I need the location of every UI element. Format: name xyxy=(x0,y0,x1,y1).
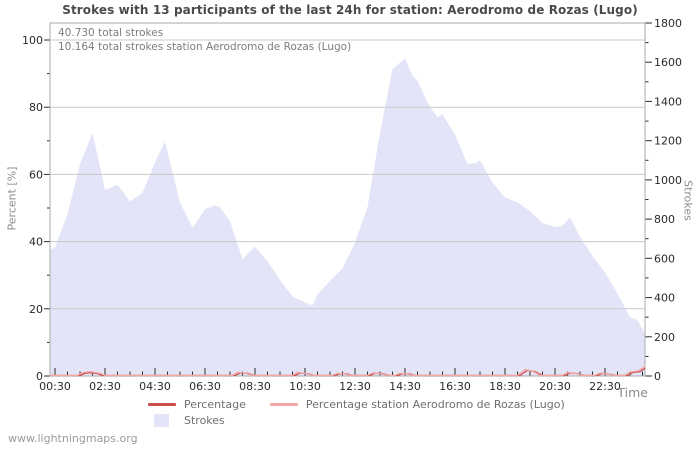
legend-row-1: Percentage Percentage station Aerodromo … xyxy=(148,397,565,412)
watermark: www.lightningmaps.org xyxy=(8,432,138,445)
plot-border xyxy=(49,22,646,377)
svg-text:1200: 1200 xyxy=(654,135,682,148)
x-axis-label: Time xyxy=(617,385,648,400)
svg-text:04:30: 04:30 xyxy=(139,380,171,393)
svg-text:1000: 1000 xyxy=(654,174,682,187)
legend: Percentage Percentage station Aerodromo … xyxy=(148,397,565,428)
svg-text:00:30: 00:30 xyxy=(39,380,71,393)
total-strokes-line: 40.730 total strokes xyxy=(58,27,164,39)
svg-text:08:30: 08:30 xyxy=(239,380,271,393)
y-axis-left-label: Percent [%] xyxy=(5,166,19,231)
percentage-station-line-swatch xyxy=(269,403,298,406)
strokes-area-series xyxy=(50,58,645,377)
percentage-station-line-series xyxy=(50,366,646,376)
svg-text:600: 600 xyxy=(654,252,675,265)
svg-text:60: 60 xyxy=(29,168,43,181)
svg-text:1600: 1600 xyxy=(654,56,682,69)
svg-text:1400: 1400 xyxy=(654,95,682,108)
svg-text:18:30: 18:30 xyxy=(489,380,521,393)
percentage-line-swatch xyxy=(148,403,176,406)
svg-text:200: 200 xyxy=(654,331,675,344)
gridlines xyxy=(50,39,645,310)
svg-text:16:30: 16:30 xyxy=(439,380,471,393)
svg-text:400: 400 xyxy=(654,292,675,305)
svg-text:100: 100 xyxy=(22,34,43,47)
legend-row-2: Strokes xyxy=(148,413,565,428)
svg-text:12:30: 12:30 xyxy=(339,380,371,393)
percentage-legend-label: Percentage xyxy=(184,398,246,411)
y-axis-right-label: Strokes xyxy=(681,180,695,221)
x-axis-tick-labels: 00:30 02:30 04:30 06:30 08:30 10:30 12:30 14:30… xyxy=(39,380,621,393)
svg-text:10:30: 10:30 xyxy=(289,380,321,393)
strokes-area-swatch xyxy=(154,414,169,427)
y-right-tick-labels: 0 200 400 600 800 1000 1200 1400 1600 1800 xyxy=(654,17,682,383)
svg-text:40: 40 xyxy=(29,236,43,249)
svg-text:800: 800 xyxy=(654,213,675,226)
total-strokes-annotation: 40.730 total strokes 10.164 total stroke… xyxy=(58,27,351,54)
svg-text:02:30: 02:30 xyxy=(89,380,121,393)
svg-text:0: 0 xyxy=(36,370,43,383)
svg-text:20: 20 xyxy=(29,303,43,316)
svg-text:14:30: 14:30 xyxy=(389,380,421,393)
svg-text:1800: 1800 xyxy=(654,17,682,30)
percentage-station-legend-label: Percentage station Aerodromo de Rozas (L… xyxy=(305,398,565,411)
y-left-tick-labels: 0 20 40 60 80 100 xyxy=(22,34,43,383)
svg-text:0: 0 xyxy=(654,370,661,383)
y-right-ticks xyxy=(645,22,652,377)
y-left-ticks xyxy=(44,39,50,377)
chart-title: Strokes with 13 participants of the last… xyxy=(62,3,638,17)
svg-text:20:30: 20:30 xyxy=(539,380,571,393)
svg-text:06:30: 06:30 xyxy=(189,380,221,393)
svg-text:22:30: 22:30 xyxy=(589,380,621,393)
svg-text:80: 80 xyxy=(29,101,43,114)
station-strokes-line: 10.164 total strokes station Aerodromo d… xyxy=(58,40,352,53)
strokes-legend-label: Strokes xyxy=(184,414,225,427)
